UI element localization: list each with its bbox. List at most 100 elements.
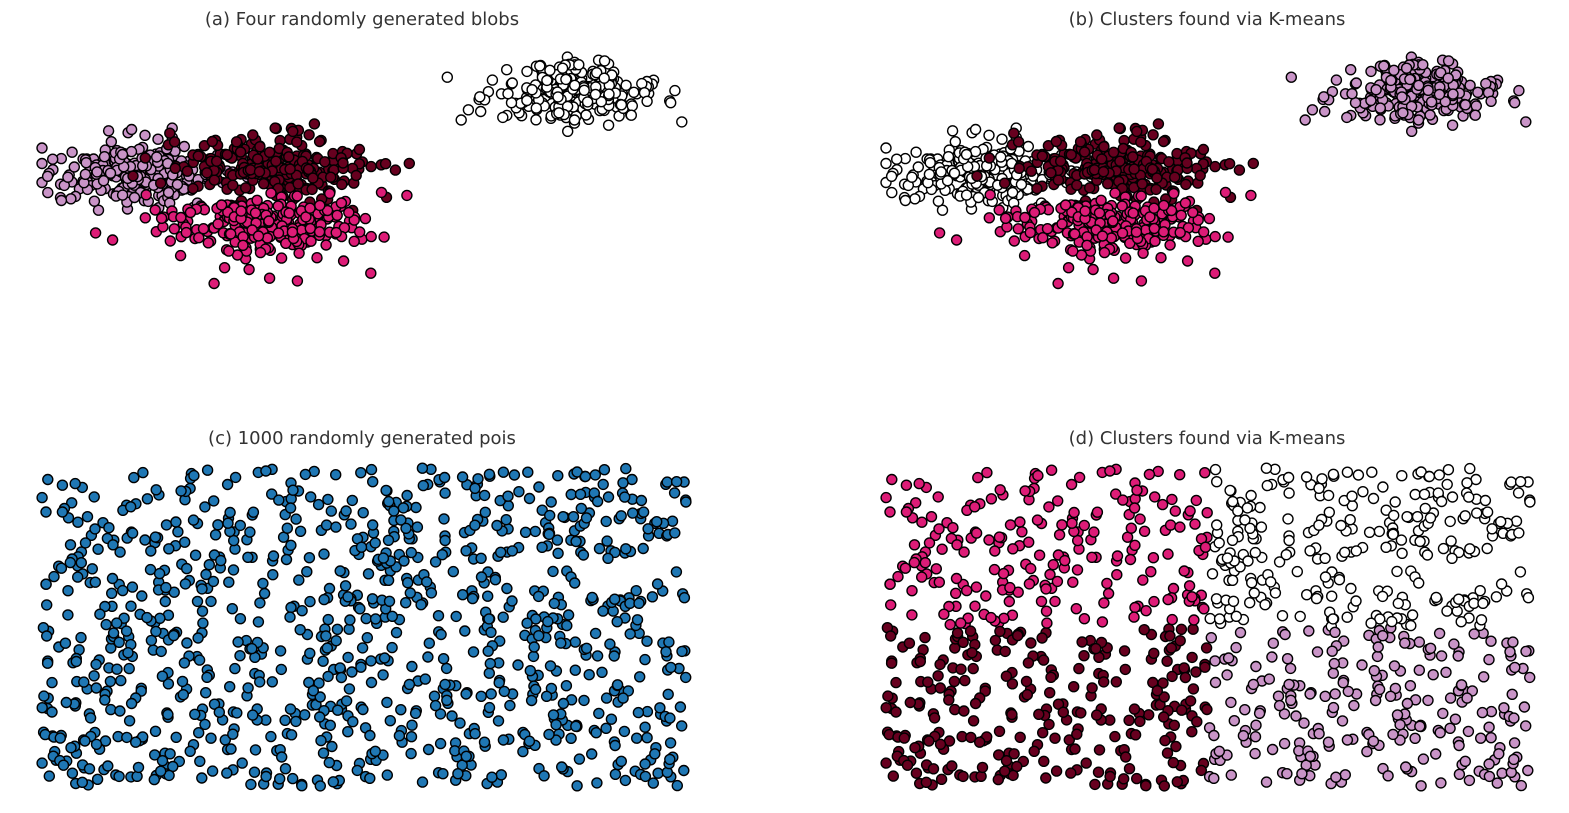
data-point-top-left [1174, 521, 1186, 533]
data-point-cluster-1 [1447, 88, 1459, 100]
data-point [326, 740, 338, 753]
data-point [91, 773, 104, 785]
data-point [543, 728, 555, 741]
data-point [83, 763, 96, 775]
data-point-bottom-left [1071, 728, 1083, 740]
data-point-bottom-left [1040, 772, 1052, 784]
data-point-top-right [1210, 519, 1223, 531]
data-point-bottom-right [1474, 732, 1487, 744]
data-point-cluster-3 [313, 135, 326, 148]
data-point-bottom-left [934, 658, 946, 671]
data-point-cluster-3 [139, 152, 152, 164]
data-point-cluster-3 [1071, 179, 1083, 191]
data-point-cluster-4 [1096, 230, 1109, 242]
data-point-cluster-4 [291, 275, 304, 287]
data-point [562, 609, 575, 621]
data-point-cluster-4 [1079, 205, 1091, 217]
data-point-top-right [1442, 464, 1455, 476]
data-point-cluster-2 [88, 195, 101, 207]
data-point-bottom-right [1376, 630, 1389, 642]
data-point-top-left [1031, 514, 1044, 526]
data-point-cluster-3 [187, 182, 199, 195]
data-point [172, 526, 184, 538]
data-point [475, 571, 488, 583]
data-point [273, 494, 285, 506]
data-point-top-left [993, 531, 1006, 543]
data-point [136, 590, 148, 602]
data-point-bottom-left [1110, 676, 1123, 688]
data-point [299, 709, 311, 721]
data-point-top-right [1444, 515, 1456, 528]
data-point-bottom-right [1278, 737, 1291, 750]
data-point-bottom-right [1222, 652, 1235, 664]
data-point-bottom-left [1067, 681, 1080, 693]
data-point-cluster-1 [1388, 64, 1400, 77]
data-point [160, 519, 173, 531]
data-point [662, 688, 674, 700]
data-point [104, 675, 117, 688]
data-point-bottom-right [1476, 706, 1489, 719]
data-point-cluster-3 [1036, 150, 1049, 162]
data-point-cluster-3 [292, 178, 304, 190]
data-point [339, 580, 352, 592]
data-point-cluster-4 [354, 226, 366, 238]
data-point [567, 511, 580, 523]
data-point [36, 702, 48, 714]
data-point-top-left [1041, 617, 1053, 629]
data-point [548, 597, 560, 610]
data-point-cluster-3 [234, 146, 247, 158]
data-point-cluster-1 [1370, 83, 1382, 96]
data-point [570, 720, 582, 732]
data-point [357, 703, 369, 716]
data-point-cluster-2 [92, 204, 105, 216]
data-point-cluster-4 [272, 200, 284, 212]
data-point-bottom-left [1092, 766, 1105, 778]
data-point [600, 722, 612, 734]
data-point-top-right [1300, 471, 1313, 483]
data-point-cluster-1 [591, 66, 603, 79]
data-point-cluster-3 [308, 118, 321, 130]
data-point-bottom-right [1485, 732, 1497, 744]
data-point-cluster-1 [1485, 95, 1497, 108]
data-point-cluster-3 [1136, 178, 1148, 190]
data-point-cluster-1 [626, 100, 638, 112]
data-point [609, 593, 621, 605]
data-point [265, 730, 277, 743]
data-point-top-left [1145, 566, 1157, 578]
data-point-top-left [1044, 568, 1056, 581]
data-point-top-right [1512, 487, 1525, 499]
data-point-bottom-right [1279, 628, 1291, 641]
data-point-cluster-4 [155, 212, 168, 225]
data-point-top-right [1209, 463, 1222, 476]
data-point [635, 494, 648, 507]
data-point-bottom-left [1000, 670, 1013, 682]
data-point-bottom-left [935, 773, 948, 785]
data-point [252, 616, 265, 628]
data-point-top-left [1053, 529, 1066, 541]
data-point [367, 476, 379, 488]
data-point [382, 534, 395, 546]
data-point [126, 527, 139, 539]
data-point-cluster-4 [164, 235, 177, 247]
data-point [245, 778, 257, 791]
data-point [90, 682, 103, 694]
data-point-cluster-1 [486, 74, 499, 86]
data-point-cluster-1 [1385, 74, 1397, 87]
data-point-bottom-left [1093, 744, 1106, 756]
data-point [512, 659, 524, 671]
data-point [580, 642, 593, 654]
data-point-bottom-right [1341, 734, 1354, 746]
data-point [229, 662, 241, 675]
data-point [124, 501, 137, 513]
data-point-bottom-left [1134, 715, 1146, 728]
data-point [633, 597, 645, 609]
data-point [497, 734, 510, 746]
data-point [317, 655, 329, 667]
data-point [544, 509, 556, 522]
data-point [423, 637, 435, 649]
data-point-top-left [925, 511, 938, 523]
data-point [615, 755, 627, 767]
data-point-top-right [1350, 595, 1362, 607]
data-point-top-right [1363, 526, 1376, 538]
data-point-bottom-left [885, 630, 897, 642]
